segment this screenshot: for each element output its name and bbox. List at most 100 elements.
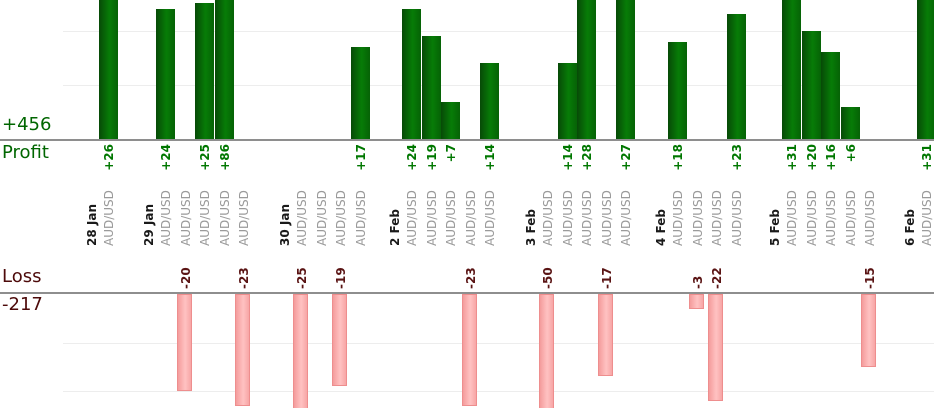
symbol-label: AUD/USD: [334, 190, 348, 246]
gridline: [63, 31, 934, 32]
loss-value: -20: [178, 267, 193, 289]
symbol-label: AUD/USD: [599, 190, 614, 246]
profit-value: +27: [619, 144, 633, 171]
loss-bar[interactable]: [708, 294, 723, 401]
profit-value: +28: [580, 144, 594, 171]
symbol-label: AUD/USD: [178, 190, 193, 246]
symbol-label: AUD/USD: [217, 190, 232, 246]
gridline: [63, 343, 934, 344]
loss-axis-label: Loss: [2, 266, 42, 287]
symbol-label: AUD/USD: [619, 190, 633, 246]
symbol-label: AUD/USD: [690, 190, 705, 246]
profit-value: +14: [483, 144, 497, 171]
symbol-label: AUD/USD: [710, 190, 724, 246]
profit-value: +86: [217, 144, 232, 171]
profit-value: +31: [785, 144, 799, 171]
loss-value: -23: [463, 267, 478, 289]
symbol-label: AUD/USD: [314, 190, 329, 246]
symbol-label: AUD/USD: [424, 190, 439, 246]
symbol-label: AUD/USD: [463, 190, 478, 246]
symbol-label: AUD/USD: [785, 190, 799, 246]
symbol-label: AUD/USD: [843, 190, 858, 246]
profit-plot-area: [0, 0, 934, 140]
profit-bar[interactable]: [195, 3, 214, 140]
profit-bar[interactable]: [821, 52, 840, 140]
symbol-label: AUD/USD: [353, 190, 368, 246]
symbol-label: AUD/USD: [444, 190, 458, 246]
profit-value: +16: [824, 144, 838, 171]
symbol-label: AUD/USD: [729, 190, 744, 246]
profit-bar[interactable]: [421, 36, 441, 140]
loss-baseline: [0, 292, 934, 294]
loss-value: -22: [710, 267, 724, 289]
profit-value: +25: [198, 144, 212, 171]
date-label: 28 Jan: [85, 204, 99, 246]
loss-bar[interactable]: [332, 294, 347, 386]
loss-value: -25: [295, 267, 309, 289]
loss-bar[interactable]: [461, 294, 477, 406]
profit-bar[interactable]: [840, 107, 860, 140]
profit-bar[interactable]: [402, 9, 421, 140]
date-label: 4 Feb: [654, 209, 668, 246]
profit-value: +31: [920, 144, 934, 171]
symbol-label: AUD/USD: [580, 190, 594, 246]
symbol-label: AUD/USD: [804, 190, 819, 246]
profit-bar[interactable]: [441, 102, 460, 140]
gridline: [63, 391, 934, 392]
symbol-label: AUD/USD: [671, 190, 685, 246]
profit-bar[interactable]: [350, 47, 370, 140]
profit-bar[interactable]: [801, 31, 821, 140]
symbol-label: AUD/USD: [483, 190, 497, 246]
profit-value: +18: [671, 144, 685, 171]
profit-bar[interactable]: [214, 0, 234, 140]
profit-value: +24: [405, 144, 419, 171]
loss-value: -19: [334, 267, 348, 289]
loss-value: -3: [690, 275, 705, 289]
profit-value: +23: [729, 144, 744, 171]
profit-bar[interactable]: [480, 63, 499, 140]
symbol-label: AUD/USD: [920, 190, 934, 246]
symbol-label: AUD/USD: [102, 190, 116, 246]
loss-bar[interactable]: [235, 294, 250, 406]
profit-bar[interactable]: [668, 42, 687, 140]
profit-bar[interactable]: [782, 0, 801, 140]
profit-bar[interactable]: [156, 9, 175, 140]
profit-bar[interactable]: [99, 0, 118, 140]
profit-value: +17: [353, 144, 368, 171]
profit-value: +26: [102, 144, 116, 171]
loss-bar[interactable]: [176, 294, 192, 391]
date-label: 30 Jan: [278, 204, 292, 246]
profit-bar[interactable]: [577, 0, 596, 140]
loss-value: -50: [541, 267, 555, 289]
loss-bar[interactable]: [861, 294, 876, 367]
date-label: 5 Feb: [768, 209, 782, 246]
loss-plot-area: [0, 294, 934, 408]
profit-bar[interactable]: [917, 0, 934, 140]
symbol-label: AUD/USD: [405, 190, 419, 246]
date-label: 2 Feb: [388, 209, 402, 246]
profit-bar[interactable]: [616, 0, 635, 140]
profit-bar[interactable]: [726, 14, 746, 140]
profit-bar[interactable]: [557, 63, 577, 140]
loss-total: -217: [2, 294, 43, 315]
loss-bar[interactable]: [293, 294, 308, 408]
loss-value: -23: [237, 267, 251, 289]
loss-value: -17: [599, 267, 614, 289]
loss-bar[interactable]: [597, 294, 613, 376]
profit-value: +19: [424, 144, 439, 171]
loss-bar[interactable]: [539, 294, 554, 408]
symbol-label: AUD/USD: [237, 190, 251, 246]
profit-value: +6: [843, 144, 858, 163]
symbol-label: AUD/USD: [824, 190, 838, 246]
loss-bar[interactable]: [688, 294, 704, 309]
symbol-label: AUD/USD: [541, 190, 555, 246]
profit-value: +24: [159, 144, 173, 171]
profit-value: +14: [560, 144, 575, 171]
profit-value: +7: [444, 144, 458, 163]
date-label: 6 Feb: [903, 209, 917, 246]
profit-baseline: [0, 139, 934, 141]
symbol-label: AUD/USD: [159, 190, 173, 246]
profit-total: +456: [2, 114, 52, 135]
symbol-label: AUD/USD: [295, 190, 309, 246]
